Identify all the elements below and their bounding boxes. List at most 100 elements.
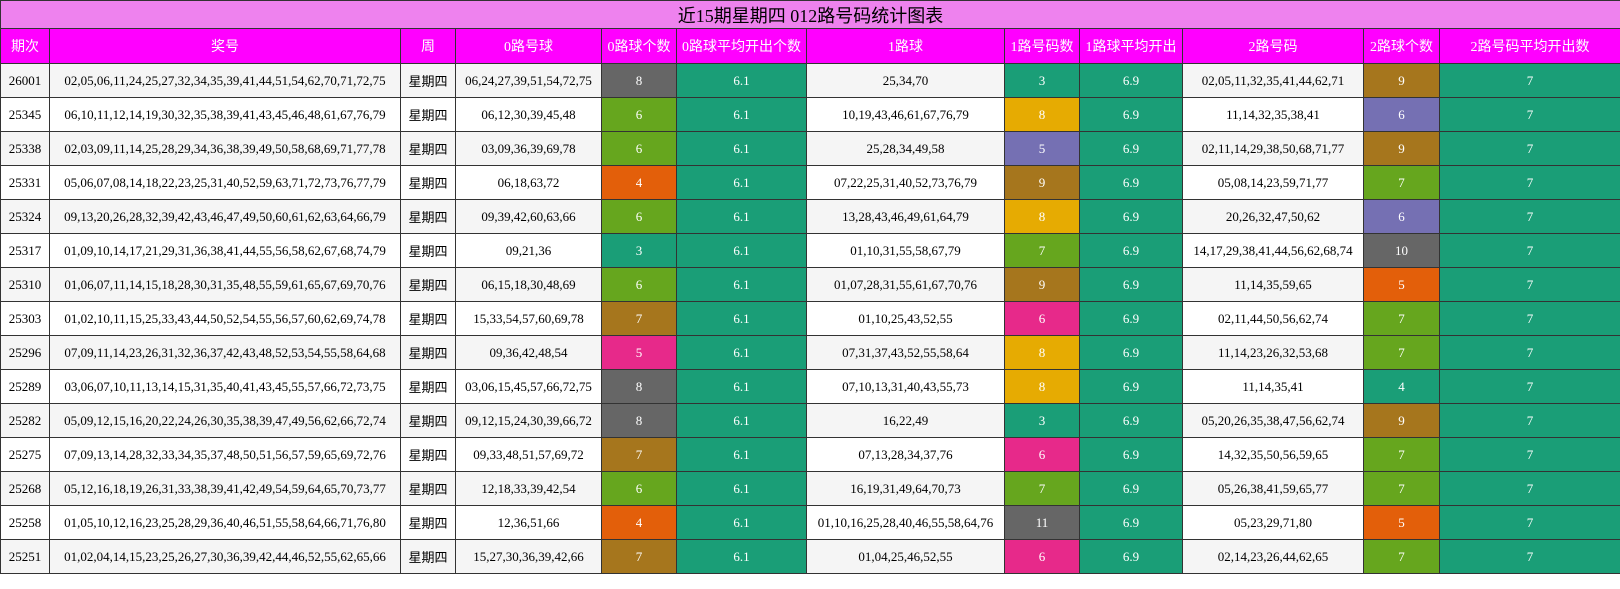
period-cell: 25324	[0, 199, 50, 234]
weekday-cell: 星期四	[400, 131, 456, 166]
route1-count-cell: 3	[1004, 403, 1080, 438]
route1-count-cell: 8	[1004, 369, 1080, 404]
period-cell: 25275	[0, 437, 50, 472]
route2-count-cell: 7	[1363, 165, 1440, 200]
route1-avg-cell: 6.9	[1079, 403, 1183, 438]
route1-numbers-cell: 01,10,31,55,58,67,79	[806, 233, 1005, 268]
route1-numbers-cell: 01,10,16,25,28,40,46,55,58,64,76	[806, 505, 1005, 540]
route0-numbers-cell: 06,15,18,30,48,69	[455, 267, 602, 302]
route1-count-cell: 8	[1004, 199, 1080, 234]
route2-numbers-cell: 05,26,38,41,59,65,77	[1182, 471, 1364, 506]
route1-numbers-cell: 01,07,28,31,55,61,67,70,76	[806, 267, 1005, 302]
period-cell: 26001	[0, 63, 50, 98]
route1-count-cell: 7	[1004, 471, 1080, 506]
draw-numbers-cell: 05,06,07,08,14,18,22,23,25,31,40,52,59,6…	[49, 165, 401, 200]
table-row: 25310 01,06,07,11,14,15,18,28,30,31,35,48…	[0, 267, 1620, 302]
table-body: 26001 02,05,06,11,24,25,27,32,34,35,39,41…	[0, 63, 1620, 574]
route2-count-cell: 10	[1363, 233, 1440, 268]
route0-count-cell: 4	[601, 505, 677, 540]
route2-count-cell: 6	[1363, 199, 1440, 234]
route2-numbers-cell: 05,20,26,35,38,47,56,62,74	[1182, 403, 1364, 438]
route2-count-cell: 7	[1363, 301, 1440, 336]
route2-numbers-cell: 02,11,44,50,56,62,74	[1182, 301, 1364, 336]
route0-numbers-cell: 06,18,63,72	[455, 165, 602, 200]
table-row: 25258 01,05,10,12,16,23,25,28,29,36,40,46…	[0, 505, 1620, 540]
draw-numbers-cell: 01,09,10,14,17,21,29,31,36,38,41,44,55,5…	[49, 233, 401, 268]
route0-avg-cell: 6.1	[676, 335, 807, 370]
route1-numbers-cell: 13,28,43,46,49,61,64,79	[806, 199, 1005, 234]
route0-count-cell: 7	[601, 301, 677, 336]
route1-avg-cell: 6.9	[1079, 165, 1183, 200]
route0-avg-cell: 6.1	[676, 97, 807, 132]
route0-numbers-cell: 09,36,42,48,54	[455, 335, 602, 370]
route1-avg-cell: 6.9	[1079, 63, 1183, 98]
route2-count-cell: 7	[1363, 539, 1440, 574]
route2-avg-cell: 7	[1438, 369, 1620, 404]
header-route0-numbers: 0路号球	[455, 28, 602, 64]
weekday-cell: 星期四	[400, 267, 456, 302]
draw-numbers-cell: 05,09,12,15,16,20,22,24,26,30,35,38,39,4…	[49, 403, 401, 438]
route2-avg-cell: 7	[1438, 505, 1620, 540]
table-row: 25282 05,09,12,15,16,20,22,24,26,30,35,38…	[0, 403, 1620, 438]
route1-avg-cell: 6.9	[1079, 267, 1183, 302]
route1-numbers-cell: 25,28,34,49,58	[806, 131, 1005, 166]
route0-numbers-cell: 12,18,33,39,42,54	[455, 471, 602, 506]
header-route1-count: 1路号码数	[1004, 28, 1080, 64]
route2-avg-cell: 7	[1438, 335, 1620, 370]
weekday-cell: 星期四	[400, 403, 456, 438]
route1-avg-cell: 6.9	[1079, 369, 1183, 404]
route2-numbers-cell: 05,08,14,23,59,71,77	[1182, 165, 1364, 200]
draw-numbers-cell: 01,05,10,12,16,23,25,28,29,36,40,46,51,5…	[49, 505, 401, 540]
route2-avg-cell: 7	[1438, 403, 1620, 438]
route2-numbers-cell: 02,11,14,29,38,50,68,71,77	[1182, 131, 1364, 166]
route1-numbers-cell: 01,10,25,43,52,55	[806, 301, 1005, 336]
draw-numbers-cell: 07,09,11,14,23,26,31,32,36,37,42,43,48,5…	[49, 335, 401, 370]
period-cell: 25331	[0, 165, 50, 200]
table-row: 25268 05,12,16,18,19,26,31,33,38,39,41,42…	[0, 471, 1620, 506]
route0-count-cell: 8	[601, 369, 677, 404]
route2-avg-cell: 7	[1438, 437, 1620, 472]
route2-avg-cell: 7	[1438, 471, 1620, 506]
draw-numbers-cell: 01,06,07,11,14,15,18,28,30,31,35,48,55,5…	[49, 267, 401, 302]
route0-avg-cell: 6.1	[676, 63, 807, 98]
route2-numbers-cell: 05,23,29,71,80	[1182, 505, 1364, 540]
route1-count-cell: 6	[1004, 437, 1080, 472]
draw-numbers-cell: 03,06,07,10,11,13,14,15,31,35,40,41,43,4…	[49, 369, 401, 404]
table-row: 25338 02,03,09,11,14,25,28,29,34,36,38,39…	[0, 131, 1620, 166]
period-cell: 25310	[0, 267, 50, 302]
route0-count-cell: 8	[601, 63, 677, 98]
header-draw-numbers: 奖号	[49, 28, 401, 64]
route2-count-cell: 7	[1363, 437, 1440, 472]
route0-count-cell: 4	[601, 165, 677, 200]
route0-avg-cell: 6.1	[676, 403, 807, 438]
route2-avg-cell: 7	[1438, 301, 1620, 336]
table-row: 25303 01,02,10,11,15,25,33,43,44,50,52,54…	[0, 301, 1620, 336]
header-route2-numbers: 2路号码	[1182, 28, 1364, 64]
route2-numbers-cell: 14,32,35,50,56,59,65	[1182, 437, 1364, 472]
route0-avg-cell: 6.1	[676, 437, 807, 472]
route1-avg-cell: 6.9	[1079, 233, 1183, 268]
weekday-cell: 星期四	[400, 199, 456, 234]
period-cell: 25282	[0, 403, 50, 438]
route2-numbers-cell: 02,14,23,26,44,62,65	[1182, 539, 1364, 574]
route0-count-cell: 7	[601, 437, 677, 472]
route1-numbers-cell: 07,13,28,34,37,76	[806, 437, 1005, 472]
route0-numbers-cell: 09,39,42,60,63,66	[455, 199, 602, 234]
route0-numbers-cell: 15,27,30,36,39,42,66	[455, 539, 602, 574]
route1-numbers-cell: 07,31,37,43,52,55,58,64	[806, 335, 1005, 370]
period-cell: 25303	[0, 301, 50, 336]
table-row: 25317 01,09,10,14,17,21,29,31,36,38,41,44…	[0, 233, 1620, 268]
route1-numbers-cell: 25,34,70	[806, 63, 1005, 98]
period-cell: 25251	[0, 539, 50, 574]
draw-numbers-cell: 02,03,09,11,14,25,28,29,34,36,38,39,49,5…	[49, 131, 401, 166]
route1-numbers-cell: 07,22,25,31,40,52,73,76,79	[806, 165, 1005, 200]
route2-avg-cell: 7	[1438, 165, 1620, 200]
route2-count-cell: 5	[1363, 505, 1440, 540]
weekday-cell: 星期四	[400, 301, 456, 336]
route0-avg-cell: 6.1	[676, 131, 807, 166]
route1-count-cell: 5	[1004, 131, 1080, 166]
route1-count-cell: 3	[1004, 63, 1080, 98]
route1-count-cell: 7	[1004, 233, 1080, 268]
period-cell: 25338	[0, 131, 50, 166]
draw-numbers-cell: 09,13,20,26,28,32,39,42,43,46,47,49,50,6…	[49, 199, 401, 234]
